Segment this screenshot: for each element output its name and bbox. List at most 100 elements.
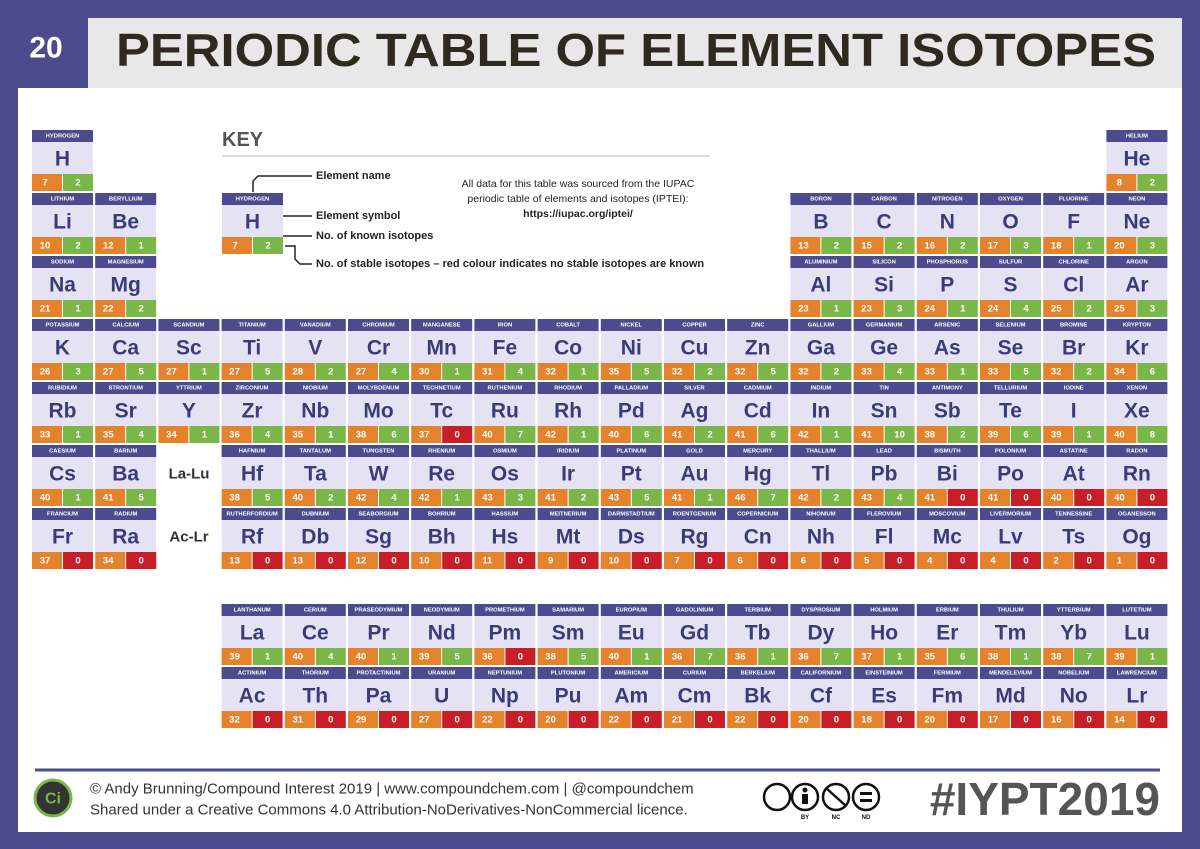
known-box — [600, 426, 631, 443]
symbol-box — [95, 394, 157, 426]
stable-box — [315, 552, 346, 569]
stable-isotopes: 10 — [894, 430, 905, 441]
known-box — [664, 426, 694, 443]
known-box — [853, 552, 884, 569]
stable-isotopes: 0 — [328, 556, 333, 567]
stable-box — [1137, 426, 1168, 443]
symbol-box — [664, 679, 725, 711]
name-band — [95, 382, 157, 394]
stable-isotopes: 0 — [1087, 715, 1092, 726]
stable-isotopes: 0 — [834, 556, 839, 567]
element-name: PHOSPHORUS — [927, 260, 968, 266]
stable-isotopes: 0 — [1087, 556, 1092, 567]
known-isotopes: 38 — [988, 652, 999, 663]
symbol-box — [1106, 520, 1168, 552]
stable-box — [315, 648, 346, 665]
element-symbol: Hg — [744, 463, 772, 486]
name-band — [853, 193, 915, 205]
stable-isotopes: 0 — [581, 556, 586, 567]
symbol-box — [1043, 457, 1105, 489]
element-name: INDIUM — [811, 386, 832, 392]
element-name: ARSENIC — [934, 323, 961, 329]
element-symbol: In — [812, 400, 831, 423]
stable-isotopes: 2 — [834, 493, 839, 504]
element-name: PALLADIUM — [614, 386, 648, 392]
element-symbol: Se — [998, 337, 1024, 360]
symbol-box — [348, 616, 409, 648]
name-band — [664, 445, 725, 457]
stable-isotopes: 2 — [328, 367, 333, 378]
source-link[interactable]: https://iupac.org/iptei/ — [523, 208, 633, 220]
symbol-box — [790, 394, 852, 426]
known-isotopes: 27 — [419, 715, 430, 726]
element-symbol: Pu — [555, 685, 582, 708]
name-band — [284, 508, 346, 520]
known-isotopes: 10 — [609, 556, 620, 567]
element-symbol: Re — [428, 463, 455, 486]
symbol-box — [727, 394, 789, 426]
name-band — [1043, 508, 1105, 520]
name-band — [411, 445, 473, 457]
element-name: CARBON — [871, 197, 896, 203]
stable-box — [442, 552, 473, 569]
symbol-box — [664, 331, 725, 363]
known-isotopes: 40 — [356, 652, 367, 663]
stable-box — [63, 174, 93, 191]
element-name: NICKEL — [621, 323, 643, 329]
name-band — [537, 508, 599, 520]
symbol-box — [853, 268, 915, 300]
name-band — [474, 319, 536, 331]
known-isotopes: 9 — [548, 556, 553, 567]
known-isotopes: 21 — [672, 715, 683, 726]
element-name: POTASSIUM — [45, 323, 79, 329]
symbol-box — [95, 205, 157, 237]
known-box — [664, 489, 694, 506]
stable-isotopes: 0 — [1150, 715, 1155, 726]
stable-isotopes: 2 — [75, 241, 80, 252]
name-band — [221, 667, 283, 679]
stable-isotopes: 2 — [1087, 367, 1092, 378]
known-isotopes: 38 — [356, 430, 367, 441]
stable-box — [1137, 174, 1168, 191]
symbol-box — [1043, 205, 1105, 237]
element-name: DARMSTADTIUM — [608, 512, 655, 518]
known-isotopes: 37 — [861, 652, 872, 663]
name-band — [600, 445, 662, 457]
element-symbol: P — [940, 274, 954, 297]
element-name: MAGNESIUM — [108, 260, 144, 266]
known-box — [916, 489, 947, 506]
known-isotopes: 31 — [293, 715, 304, 726]
name-band — [980, 193, 1041, 205]
stable-box — [442, 489, 473, 506]
element-name: IODINE — [1064, 386, 1084, 392]
stable-isotopes: 2 — [707, 430, 712, 441]
element-symbol: Rb — [49, 400, 77, 423]
element-symbol: Am — [614, 685, 648, 708]
symbol-box — [474, 520, 536, 552]
symbol-box — [284, 394, 346, 426]
element-name: NITROGEN — [932, 197, 963, 203]
known-isotopes: 32 — [672, 367, 683, 378]
element-symbol: Cd — [744, 400, 772, 423]
stable-isotopes: 5 — [265, 367, 271, 378]
element-symbol: Ho — [870, 622, 898, 645]
element-name: BROMINE — [1060, 323, 1088, 329]
element-name: ERBIUM — [936, 608, 959, 614]
stable-box — [1137, 648, 1168, 665]
symbol-box — [664, 616, 725, 648]
name-band — [537, 382, 599, 394]
name-band — [348, 667, 409, 679]
name-band — [1106, 130, 1168, 142]
name-band — [158, 382, 220, 394]
symbol-box — [284, 520, 346, 552]
known-box — [980, 363, 1010, 380]
stable-isotopes: 1 — [1087, 430, 1093, 441]
title-bar — [88, 18, 1182, 88]
name-band — [1043, 445, 1105, 457]
symbol-box — [853, 394, 915, 426]
element-symbol: He — [1123, 148, 1150, 171]
symbol-box — [221, 616, 283, 648]
element-symbol: Sc — [176, 337, 202, 360]
element-symbol: Ta — [304, 463, 327, 486]
stable-box — [315, 711, 346, 728]
